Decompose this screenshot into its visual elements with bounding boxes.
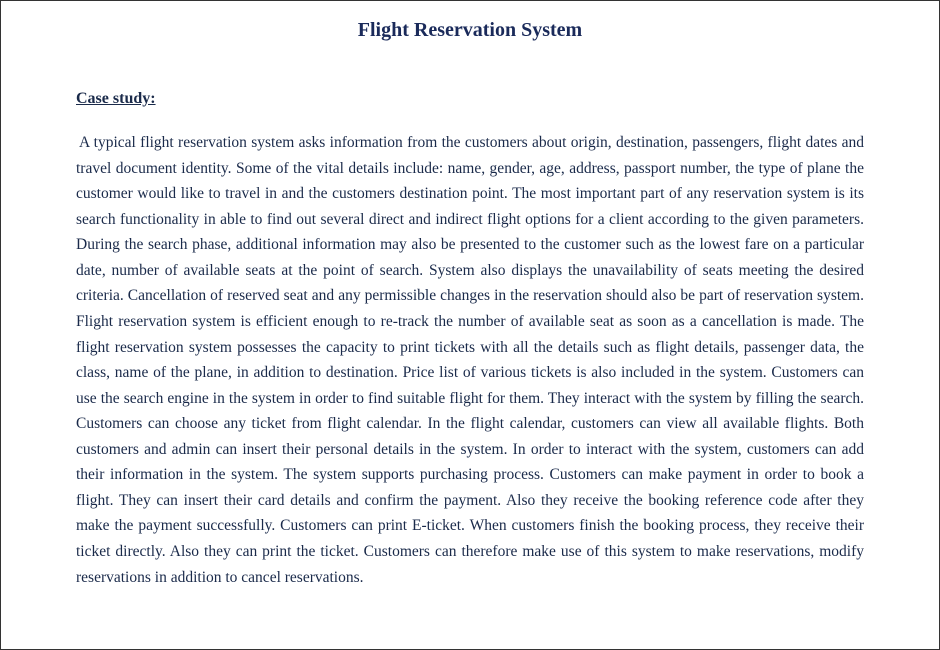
section-heading: Case study:	[76, 90, 864, 108]
document-title: Flight Reservation System	[76, 19, 864, 42]
body-paragraph: A typical flight reservation system asks…	[76, 130, 864, 590]
